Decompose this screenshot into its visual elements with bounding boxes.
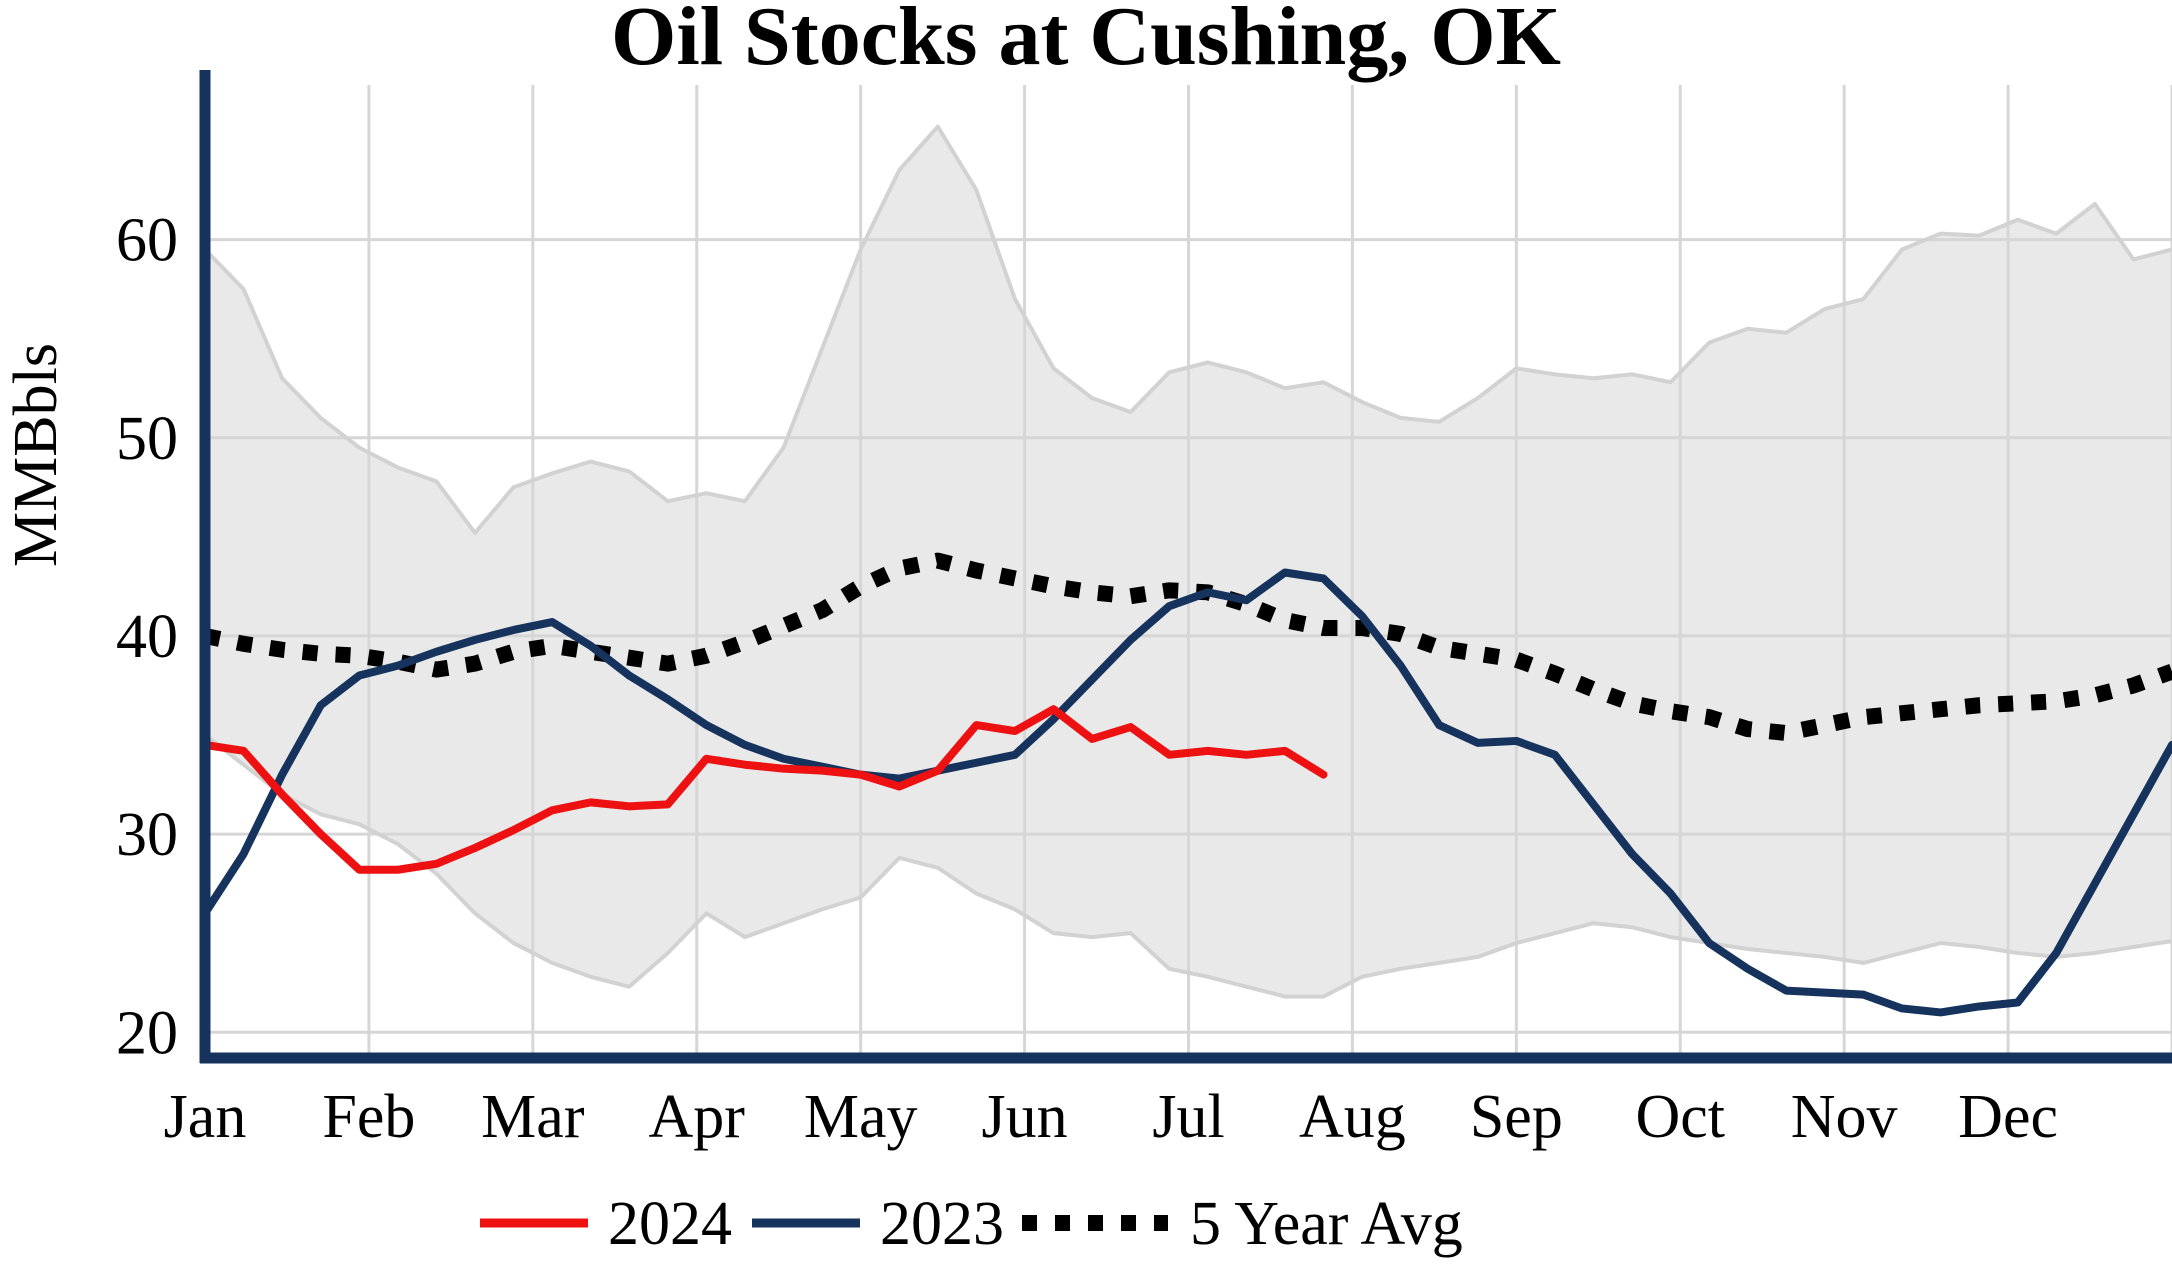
x-tick-label-mar: Mar — [481, 1083, 585, 1151]
band-edges — [203, 124, 2172, 999]
band-upper-edge — [203, 124, 2172, 535]
y-tick-label: 30 — [116, 801, 178, 869]
x-tick-label-dec: Dec — [1958, 1083, 2058, 1151]
legend-label-2024: 2024 — [608, 1190, 732, 1258]
x-tick-label-nov: Nov — [1791, 1083, 1898, 1151]
x-tick-label-sep: Sep — [1470, 1083, 1563, 1151]
x-tick-label-jun: Jun — [982, 1083, 1068, 1151]
legend-label-5yr-avg: 5 Year Avg — [1190, 1190, 1463, 1258]
axes — [199, 70, 2172, 1064]
series-line-2023 — [201, 568, 2172, 1017]
x-tick-label-jan: Jan — [164, 1083, 247, 1151]
series-line-2024 — [201, 705, 1328, 874]
x-tick-label-aug: Aug — [1299, 1083, 1406, 1151]
x-tick-label-feb: Feb — [322, 1083, 415, 1151]
tick-labels: 20 30 40 50 60 Jan Feb Mar Apr May Jun Jul Aug Sep Oct… — [116, 207, 2058, 1151]
y-tick-label: 50 — [116, 405, 178, 473]
band-lower-edge — [203, 733, 2172, 999]
x-tick-label-may: May — [804, 1083, 918, 1151]
legend-label-2023: 2023 — [880, 1190, 1004, 1258]
x-tick-label-apr: Apr — [649, 1083, 746, 1151]
chart-title: Oil Stocks at Cushing, OK — [611, 0, 1561, 83]
series-line-5-year-avg — [203, 552, 2172, 742]
y-tick-label: 40 — [116, 603, 178, 671]
x-tick-label-oct: Oct — [1635, 1083, 1725, 1151]
y-axis-label: MMBbls — [2, 343, 70, 567]
legend: 2024 2023 5 Year Avg — [480, 1190, 1463, 1258]
y-tick-label: 20 — [116, 999, 178, 1067]
series-lines — [201, 552, 2172, 1017]
y-tick-label: 60 — [116, 207, 178, 275]
x-tick-label-jul: Jul — [1152, 1083, 1224, 1151]
